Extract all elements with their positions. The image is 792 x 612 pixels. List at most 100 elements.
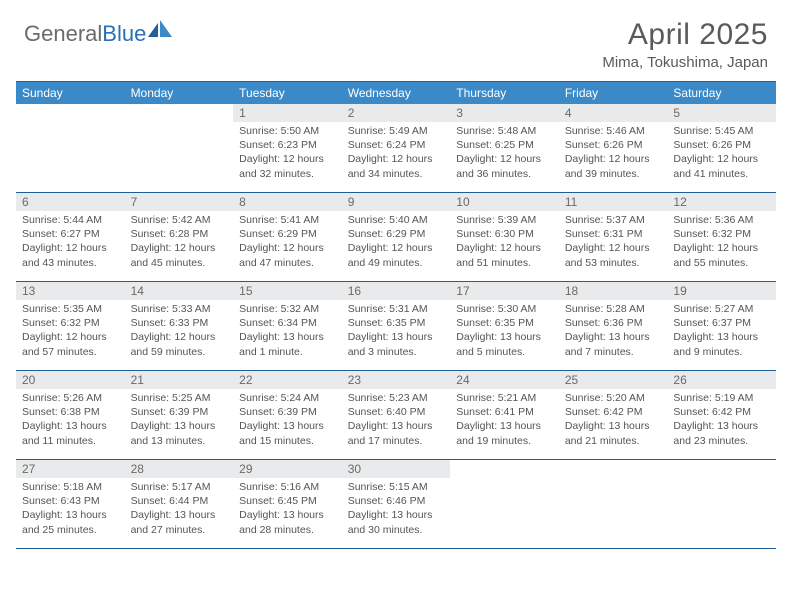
day-number: 21 — [125, 371, 234, 389]
day-body: Sunrise: 5:18 AMSunset: 6:43 PMDaylight:… — [16, 478, 125, 543]
day-line: Sunrise: 5:25 AM — [131, 391, 228, 405]
day-body: Sunrise: 5:21 AMSunset: 6:41 PMDaylight:… — [450, 389, 559, 454]
day-line: Sunset: 6:32 PM — [22, 316, 119, 330]
day-line: Sunrise: 5:15 AM — [348, 480, 445, 494]
day-body: Sunrise: 5:15 AMSunset: 6:46 PMDaylight:… — [342, 478, 451, 543]
calendar-cell: 2Sunrise: 5:49 AMSunset: 6:24 PMDaylight… — [342, 104, 451, 192]
day-line: Sunrise: 5:18 AM — [22, 480, 119, 494]
day-line: Sunset: 6:38 PM — [22, 405, 119, 419]
day-number: 3 — [450, 104, 559, 122]
day-number: 2 — [342, 104, 451, 122]
brand-part1: General — [24, 21, 102, 47]
day-line: and 45 minutes. — [131, 256, 228, 270]
day-line: Daylight: 13 hours — [239, 508, 336, 522]
day-body: Sunrise: 5:42 AMSunset: 6:28 PMDaylight:… — [125, 211, 234, 276]
calendar-cell: 17Sunrise: 5:30 AMSunset: 6:35 PMDayligh… — [450, 282, 559, 370]
day-line: Sunset: 6:43 PM — [22, 494, 119, 508]
day-body: Sunrise: 5:31 AMSunset: 6:35 PMDaylight:… — [342, 300, 451, 365]
day-line: Sunrise: 5:40 AM — [348, 213, 445, 227]
day-line: Sunset: 6:39 PM — [131, 405, 228, 419]
day-line: Daylight: 13 hours — [456, 419, 553, 433]
day-line: Sunrise: 5:37 AM — [565, 213, 662, 227]
day-line: Daylight: 13 hours — [239, 419, 336, 433]
day-line: Sunset: 6:29 PM — [239, 227, 336, 241]
day-line: Sunset: 6:33 PM — [131, 316, 228, 330]
day-number: 12 — [667, 193, 776, 211]
day-line: and 27 minutes. — [131, 523, 228, 537]
calendar-week: 13 Sunrise: 5:35 AMSunset: 6:32 PM Dayligh… — [16, 282, 776, 371]
calendar-cell: 3Sunrise: 5:48 AMSunset: 6:25 PMDaylight… — [450, 104, 559, 192]
day-line: Sunset: 6:35 PM — [456, 316, 553, 330]
day-body: Sunrise: 5:25 AMSunset: 6:39 PMDaylight:… — [125, 389, 234, 454]
calendar-cell: 18Sunrise: 5:28 AMSunset: 6:36 PMDayligh… — [559, 282, 668, 370]
day-line: and 49 minutes. — [348, 256, 445, 270]
day-line: and 13 minutes. — [131, 434, 228, 448]
day-line: Sunset: 6:42 PM — [673, 405, 770, 419]
calendar-cell: 22Sunrise: 5:24 AMSunset: 6:39 PMDayligh… — [233, 371, 342, 459]
day-line: Daylight: 13 hours — [22, 508, 119, 522]
calendar-cell: 20Sunrise: 5:26 AMSunset: 6:38 PMDayligh… — [16, 371, 125, 459]
day-body — [559, 464, 668, 472]
day-body: Sunrise: 5:48 AMSunset: 6:25 PMDaylight:… — [450, 122, 559, 187]
day-line: and 23 minutes. — [673, 434, 770, 448]
day-line: and 39 minutes. — [565, 167, 662, 181]
day-number: 18 — [559, 282, 668, 300]
day-line: Sunset: 6:29 PM — [348, 227, 445, 241]
day-line: and 19 minutes. — [456, 434, 553, 448]
calendar-cell: 27Sunrise: 5:18 AMSunset: 6:43 PMDayligh… — [16, 460, 125, 548]
day-line: Sunrise: 5:24 AM — [239, 391, 336, 405]
day-line: Daylight: 13 hours — [239, 330, 336, 344]
day-line: Sunrise: 5:50 AM — [239, 124, 336, 138]
day-line: Daylight: 12 hours — [239, 241, 336, 255]
calendar-cell: 26Sunrise: 5:19 AMSunset: 6:42 PMDayligh… — [667, 371, 776, 459]
calendar-cell — [16, 104, 125, 192]
calendar-week: 27Sunrise: 5:18 AMSunset: 6:43 PMDayligh… — [16, 460, 776, 549]
day-line: Daylight: 13 hours — [565, 419, 662, 433]
calendar-cell: 29Sunrise: 5:16 AMSunset: 6:45 PMDayligh… — [233, 460, 342, 548]
day-line: Sunrise: 5:48 AM — [456, 124, 553, 138]
day-line: Sunrise: 5:35 AM — [22, 302, 119, 316]
day-number: 24 — [450, 371, 559, 389]
day-line: Sunrise: 5:19 AM — [673, 391, 770, 405]
calendar-cell: 13Sunrise: 5:35 AMSunset: 6:32 PMDayligh… — [16, 282, 125, 370]
day-line: Daylight: 12 hours — [456, 241, 553, 255]
day-line: Daylight: 12 hours — [239, 152, 336, 166]
day-body: Sunrise: 5:40 AMSunset: 6:29 PMDaylight:… — [342, 211, 451, 276]
calendar-cell: 25Sunrise: 5:20 AMSunset: 6:42 PMDayligh… — [559, 371, 668, 459]
day-number: 15 — [233, 282, 342, 300]
day-body: Sunrise: 5:49 AMSunset: 6:24 PMDaylight:… — [342, 122, 451, 187]
day-number: 8 — [233, 193, 342, 211]
day-line: Sunset: 6:35 PM — [348, 316, 445, 330]
day-line: and 28 minutes. — [239, 523, 336, 537]
day-line: and 9 minutes. — [673, 345, 770, 359]
day-number: 22 — [233, 371, 342, 389]
calendar-cell — [559, 460, 668, 548]
dow-sunday: Sunday — [16, 82, 125, 104]
day-line: and 51 minutes. — [456, 256, 553, 270]
day-line: Sunrise: 5:20 AM — [565, 391, 662, 405]
dow-thursday: Thursday — [450, 82, 559, 104]
day-line: Sunrise: 5:31 AM — [348, 302, 445, 316]
day-line: Sunrise: 5:41 AM — [239, 213, 336, 227]
day-body — [450, 464, 559, 472]
calendar: Sunday Monday Tuesday Wednesday Thursday… — [16, 81, 776, 549]
calendar-week: 6Sunrise: 5:44 AMSunset: 6:27 PMDaylight… — [16, 193, 776, 282]
day-line: Sunrise: 5:42 AM — [131, 213, 228, 227]
day-line: and 7 minutes. — [565, 345, 662, 359]
day-number: 20 — [16, 371, 125, 389]
day-number: 30 — [342, 460, 451, 478]
calendar-cell: 4Sunrise: 5:46 AMSunset: 6:26 PMDaylight… — [559, 104, 668, 192]
day-body: Sunrise: 5:32 AMSunset: 6:34 PMDaylight:… — [233, 300, 342, 365]
day-line: Sunset: 6:23 PM — [239, 138, 336, 152]
day-body — [16, 108, 125, 116]
calendar-cell: 5Sunrise: 5:45 AMSunset: 6:26 PMDaylight… — [667, 104, 776, 192]
day-body: Sunrise: 5:45 AMSunset: 6:26 PMDaylight:… — [667, 122, 776, 187]
day-line: and 1 minute. — [239, 345, 336, 359]
day-line: and 17 minutes. — [348, 434, 445, 448]
day-line: and 15 minutes. — [239, 434, 336, 448]
day-number: 13 — [16, 282, 125, 300]
calendar-cell: 7Sunrise: 5:42 AMSunset: 6:28 PMDaylight… — [125, 193, 234, 281]
calendar-cell: 8 Sunrise: 5:41 AMSunset: 6:29 PMDaylight… — [233, 193, 342, 281]
day-body: Sunrise: 5:37 AMSunset: 6:31 PMDaylight:… — [559, 211, 668, 276]
day-line: and 25 minutes. — [22, 523, 119, 537]
